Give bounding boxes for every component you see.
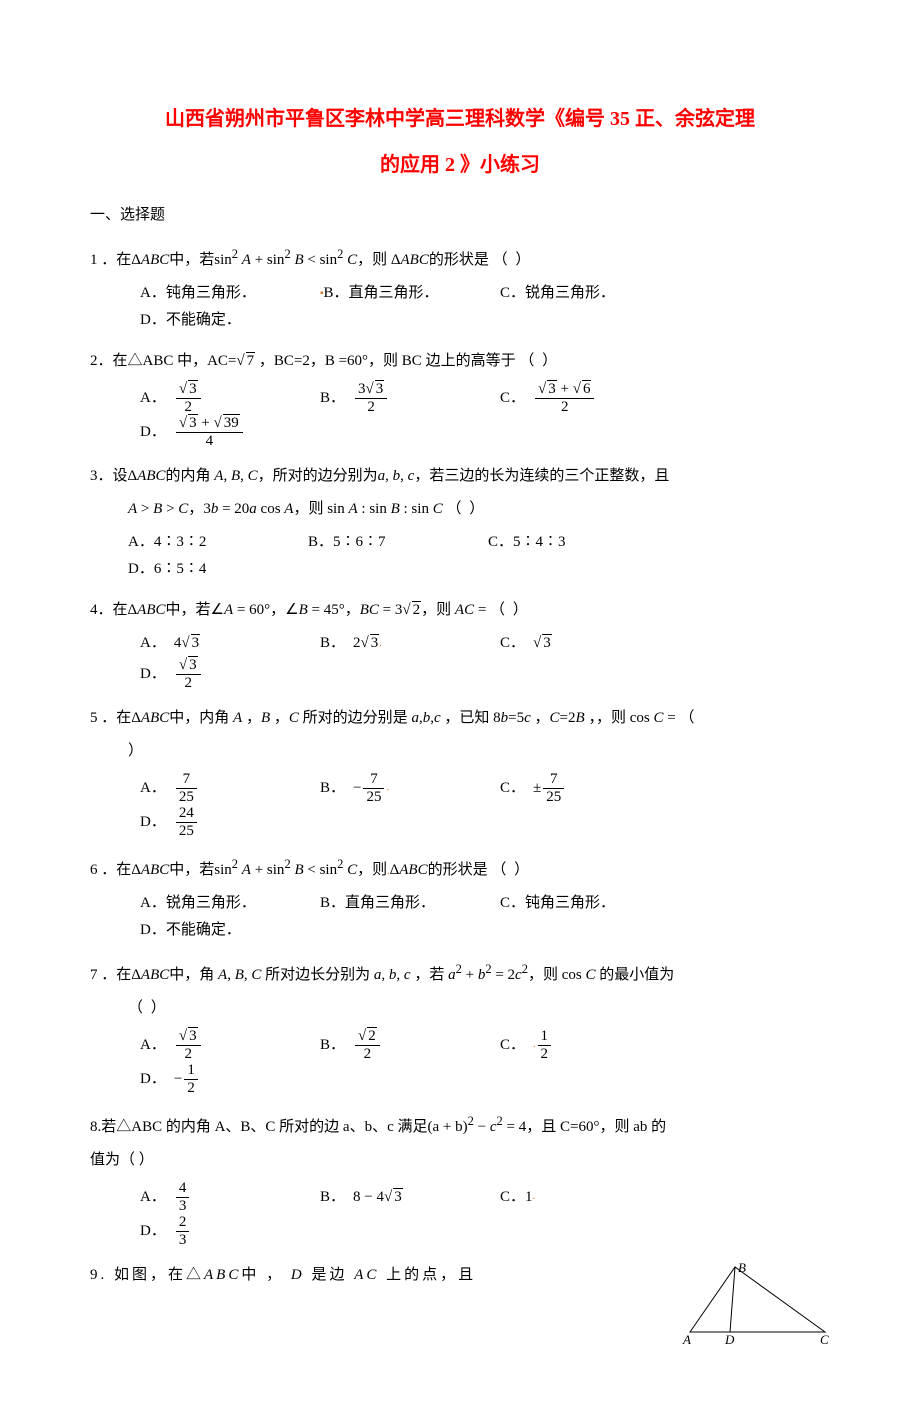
question-6: 6 ．在ΔABC中，若sin2 A + sin2 B < sin2 C，则.ΔA… (90, 853, 830, 884)
q6-opt-c: C．钝角三角形． (500, 890, 680, 917)
q3-stem-mid2: ，所对的边分别为 (258, 468, 378, 484)
q7-opt-d: D．−12 (140, 1062, 320, 1096)
q7-paren: （ ） (128, 995, 830, 1022)
q9-label-b: B (738, 1262, 746, 1275)
q7-stem-prefix: 7 ．在 (90, 967, 131, 983)
q8-opt-b: B．8 − 4√3 (320, 1180, 500, 1214)
q5-opt-a: A．725 (140, 771, 320, 805)
q3-opt-a: A．4∶3∶2 (128, 529, 308, 556)
q4-options: A．4√3 B．2√3. C．√3 D．√32 (140, 630, 830, 691)
q2-opt-a: A．√32 (140, 381, 320, 415)
q4-opt-d: D．√32 (140, 657, 320, 691)
q1-opt-b: ▪B．直角三角形． (320, 280, 500, 307)
q2-stem2: ，BC=2，B =60°，则 BC 边上的高等于 (255, 353, 515, 369)
doc-title-line2: 的应用 2 》小练习 (90, 146, 830, 184)
section-heading-1: 一、选择题 (90, 202, 830, 229)
q2-opt-b: B．3√32 (320, 381, 500, 415)
q3-opt-c: C．5∶4∶3 (488, 529, 668, 556)
q5-paren2: ） (128, 738, 830, 765)
q8-opt-c: C．1 . (500, 1180, 680, 1214)
q2-stem: 2．在△ABC 中，AC= (90, 353, 236, 369)
q5-opt-c: C．±725 (500, 771, 680, 805)
q2-opt-c: C．√3 + √62 (500, 381, 680, 415)
q4-opt-a: A．4√3 (140, 630, 320, 657)
q4-stem-prefix: 4．在 (90, 602, 128, 618)
q6-stem-prefix: 6 ．在 (90, 862, 131, 878)
q6-options: A．锐角三角形． B．直角三角形． C．钝角三角形． D．不能确定． (140, 890, 830, 944)
q3-opt-d: D．6∶5∶4 (128, 556, 308, 583)
q3-options: A．4∶3∶2 B．5∶6∶7 C．5∶4∶3 D．6∶5∶4 (128, 529, 830, 583)
q9-label-d: D (724, 1332, 735, 1347)
q5-opt-d: D．2425 (140, 805, 320, 839)
q3-stem-mid1: 的内角 (166, 468, 211, 484)
q8-stem: 8.若△ABC 的内角 A、B、C 所对的边 a、b、c 满足 (90, 1119, 428, 1135)
q5-stem-prefix: 5 ．在 (90, 710, 131, 726)
q1-opt-c: C．锐角三角形． (500, 280, 680, 307)
q3-line2: A > B > C，3b = 20a cos A，则 sin A : sin B… (128, 496, 830, 523)
q5-opt-b: B．−725. (320, 771, 500, 805)
q8-opt-d: D．23 (140, 1214, 320, 1248)
question-5: 5 ．在ΔABC中，内角 A ，B ，C 所对的边分别是 a,b,c ，已知 8… (90, 705, 830, 732)
q6-opt-b: B．直角三角形． (320, 890, 500, 917)
q8-opt-a: A．43 (140, 1180, 320, 1214)
q1-stem-mid: 中，若 (169, 252, 214, 268)
q5-stem-mid2: 所对的边分别是 (303, 710, 408, 726)
doc-title-line1: 山西省朔州市平鲁区李林中学高三理科数学《编号 35 正、余弦定理 (90, 100, 830, 138)
q3-paren: （ ） (446, 501, 486, 517)
question-1: 1 ．在ΔABC中，若sin2 A + sin2 B < sin2 C，则 ΔA… (90, 243, 830, 274)
q4-opt-c: C．√3 (500, 630, 680, 657)
q1-options: A．钝角三角形． ▪B．直角三角形． C．锐角三角形． D．不能确定． (140, 280, 830, 334)
question-2: 2．在△ABC 中，AC=√7 ，BC=2，B =60°，则 BC 边上的高等于… (90, 348, 830, 375)
q7-stem-mid1: 中，角 (169, 967, 214, 983)
question-9: 9. 如图，在△ABC中 ， D 是边 AC 上的点，且 A B C D (90, 1262, 830, 1357)
question-8: 8.若△ABC 的内角 A、B、C 所对的边 a、b、c 满足(a + b)2 … (90, 1110, 830, 1141)
q1-stem-suffix: 的形状是 (429, 252, 489, 268)
q3-line2-suffix: ，则 (293, 501, 323, 517)
q2-paren: （ ） (519, 353, 559, 369)
q7-opt-c: C．.12 (500, 1028, 680, 1062)
question-3: 3．设ΔABC的内角 A, B, C，所对的边分别为a, b, c，若三边的长为… (90, 463, 830, 490)
q7-options: A．√32 B．√22 C．.12 D．−12 (140, 1028, 830, 1096)
q4-opt-b: B．2√3. (320, 630, 500, 657)
question-4: 4．在ΔABC中，若∠A = 60°，∠B = 45°，BC = 3√2，则 A… (90, 597, 830, 624)
q7-opt-a: A．√32 (140, 1028, 320, 1062)
q7-opt-b: B．√22 (320, 1028, 500, 1062)
q3-stem-suffix: ，若三边的长为连续的三个正整数，且 (414, 468, 669, 484)
q1-opt-d: D．不能确定． (140, 307, 320, 334)
q9-figure: A B C D (680, 1262, 830, 1357)
q8-stem2: ，且 C=60°，则 ab 的 (526, 1119, 666, 1135)
q9-stem: 9. 如图，在△ (90, 1267, 204, 1283)
q8-stem3: 值为（ ） (90, 1147, 830, 1174)
q9-label-a: A (682, 1332, 691, 1347)
q6-opt-d: D．不能确定． (140, 917, 320, 944)
q6-paren: （ ） (491, 862, 531, 878)
q4-paren: （ ） (490, 602, 530, 618)
q5-stem-mid1: 中，内角 (169, 710, 229, 726)
q6-stem-suffix: 的形状是 (428, 862, 488, 878)
q1-opt-a: A．钝角三角形． (140, 280, 320, 307)
q5-options: A．725 B．−725. C．±725 D．2425 (140, 771, 830, 839)
question-7: 7 ．在ΔABC中，角 A, B, C 所对边长分别为 a, b, c ，若 a… (90, 958, 830, 989)
q2-opt-d: D．√3 + √394 (140, 415, 320, 449)
q8-options: A．43 B．8 − 4√3 C．1 . D．23 (140, 1180, 830, 1248)
q1-paren: （ ） (493, 252, 533, 268)
q1-stem-prefix: 1 ．在 (90, 252, 131, 268)
q6-stem-mid: 中，若 (169, 862, 214, 878)
q6-opt-a: A．锐角三角形． (140, 890, 320, 917)
q3-stem-prefix: 3．设 (90, 468, 128, 484)
q3-opt-b: B．5∶6∶7 (308, 529, 488, 556)
q9-label-c: C (820, 1332, 829, 1347)
q4-stem-mid: 中，若 (166, 602, 211, 618)
q2-options: A．√32 B．3√32 C．√3 + √62 D．√3 + √394 (140, 381, 830, 449)
